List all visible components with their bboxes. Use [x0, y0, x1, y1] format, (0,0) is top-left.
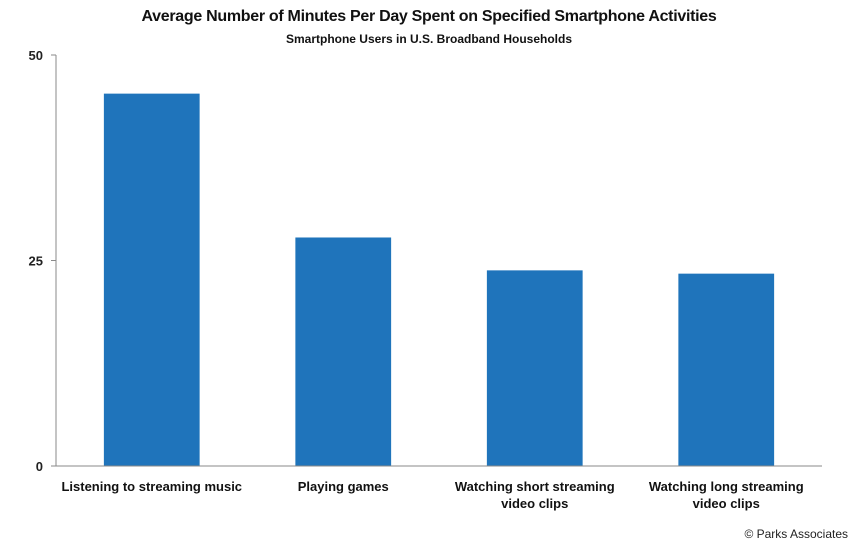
- bar: [678, 273, 775, 466]
- bar: [103, 93, 200, 466]
- chart-title: Average Number of Minutes Per Day Spent …: [141, 8, 717, 25]
- x-tick-label: Watching short streaming video clips: [455, 479, 615, 511]
- bars: [103, 93, 775, 466]
- y-axis: 0 25 50: [29, 48, 57, 474]
- chart-subtitle: Smartphone Users in U.S. Broadband House…: [285, 32, 573, 46]
- bar: [295, 237, 392, 466]
- x-tick-label: Playing games: [298, 479, 389, 494]
- y-tick-label: 0: [36, 459, 43, 474]
- y-tick-label: 25: [29, 254, 43, 269]
- x-tick-label: Watching long streaming video clips: [649, 479, 804, 511]
- y-tick-label: 50: [29, 48, 43, 63]
- copyright-text: © Parks Associates: [744, 527, 848, 541]
- x-axis: Listening to streaming music Playing game…: [56, 465, 822, 511]
- x-tick-label: Listening to streaming music: [61, 479, 242, 494]
- bar: [486, 270, 583, 466]
